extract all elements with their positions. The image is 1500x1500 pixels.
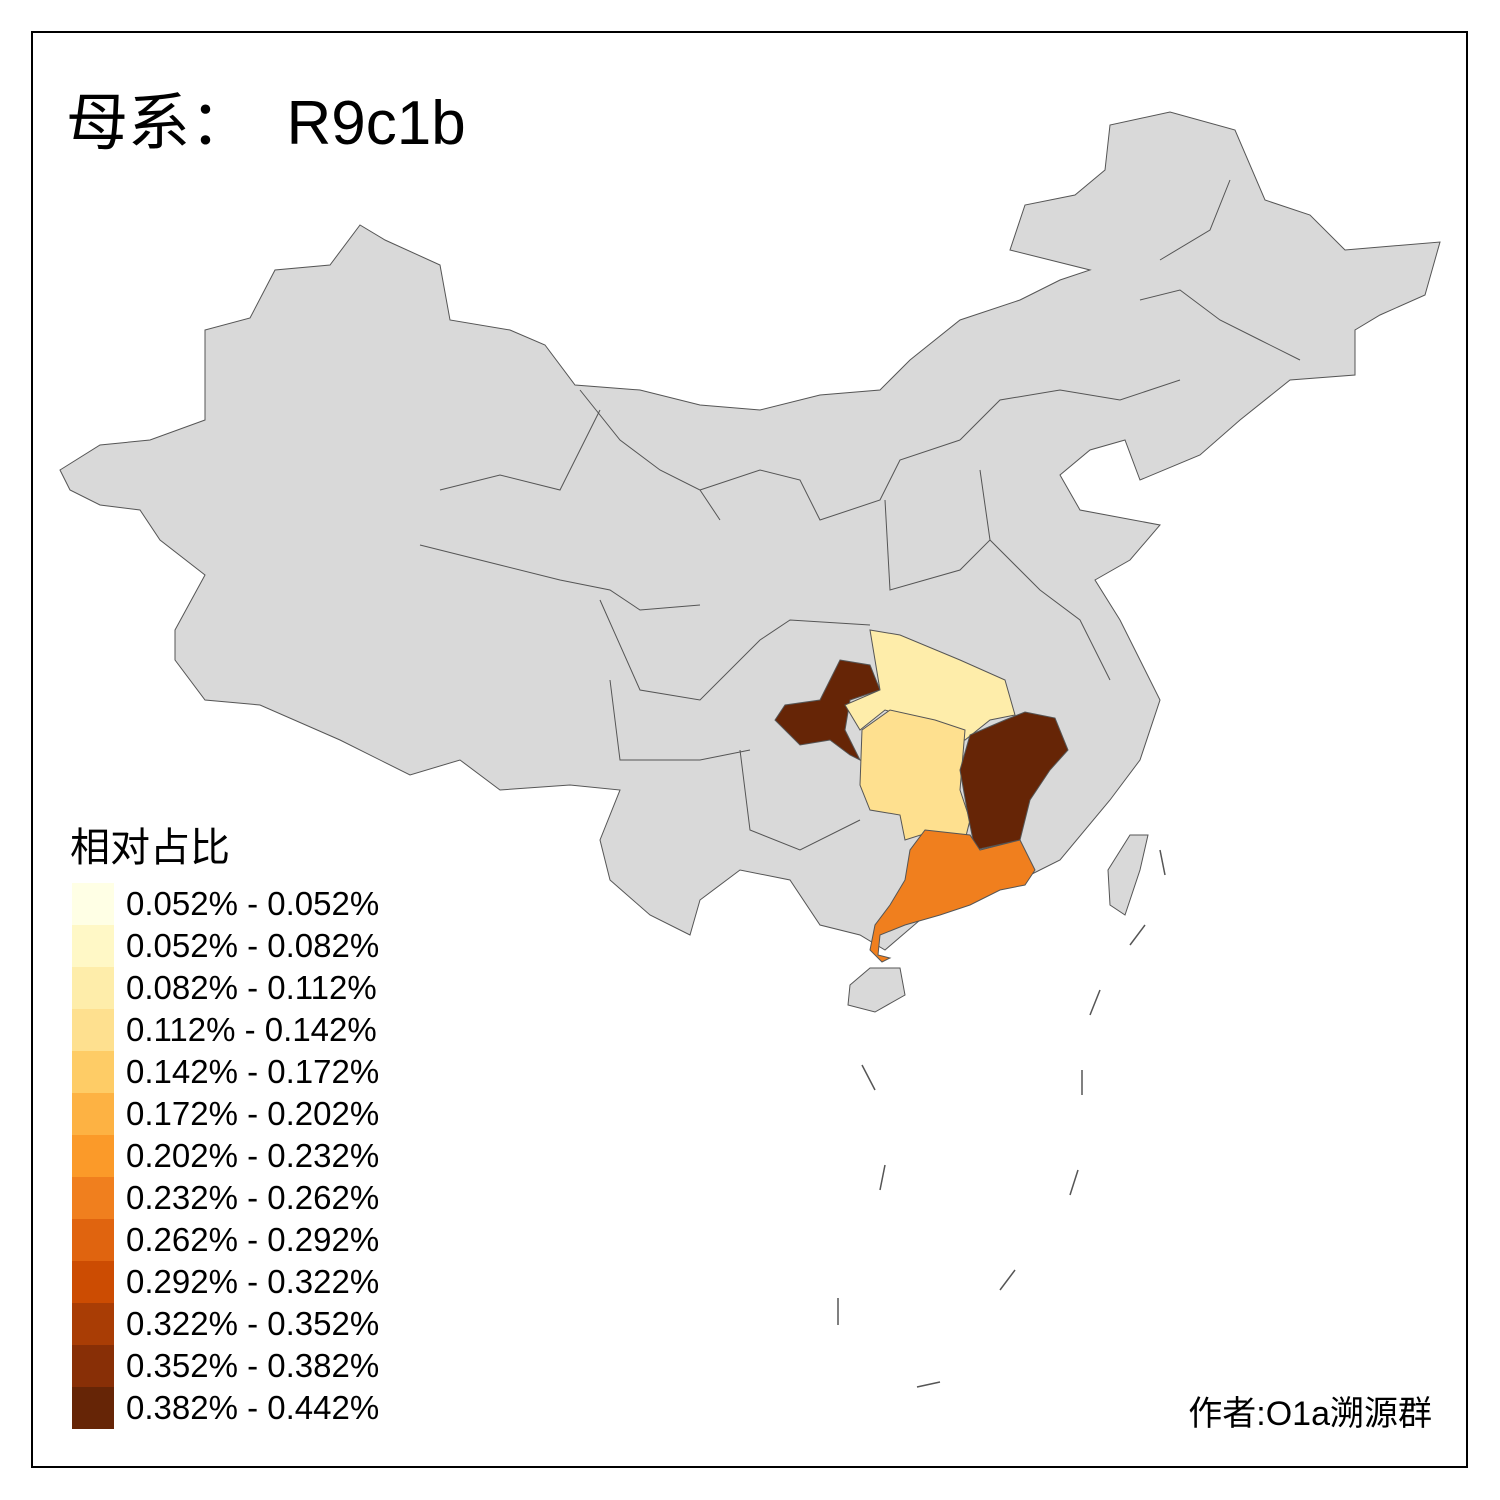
map-title: 母系： R9c1b — [66, 89, 466, 158]
legend-label: 0.172% - 0.202% — [126, 1095, 380, 1132]
legend-item: 0.112% - 0.142% — [72, 1009, 379, 1051]
legend-label: 0.352% - 0.382% — [126, 1347, 380, 1384]
legend-item: 0.202% - 0.232% — [72, 1135, 379, 1177]
author-credit: 作者:O1a溯源群 — [1188, 1395, 1432, 1433]
legend-swatch — [72, 1219, 114, 1261]
taiwan-island — [1107, 834, 1149, 916]
hainan-island — [847, 967, 906, 1013]
legend-swatch — [72, 1177, 114, 1219]
region-hubei — [844, 629, 1016, 741]
province-borders — [419, 179, 1301, 851]
legend-item: 0.262% - 0.292% — [72, 1219, 379, 1261]
legend-swatch — [72, 1051, 114, 1093]
legend-label: 0.262% - 0.292% — [126, 1221, 380, 1258]
legend-swatch — [72, 1345, 114, 1387]
map-base — [59, 111, 1441, 1388]
plot-frame — [31, 31, 1468, 1468]
legend-label: 0.232% - 0.262% — [126, 1179, 380, 1216]
legend-label: 0.322% - 0.352% — [126, 1305, 380, 1342]
south-sea-islands — [837, 849, 1166, 1388]
highlighted-regions — [775, 629, 1069, 963]
legend-label: 0.052% - 0.082% — [126, 927, 380, 964]
legend-swatch — [72, 883, 114, 925]
legend-swatch — [72, 967, 114, 1009]
legend-label: 0.112% - 0.142% — [126, 1011, 377, 1048]
legend-item: 0.082% - 0.112% — [72, 967, 379, 1009]
legend-swatch — [72, 1387, 114, 1429]
legend-item: 0.382% - 0.442% — [72, 1387, 379, 1429]
legend-swatch — [72, 1135, 114, 1177]
legend-swatch — [72, 1009, 114, 1051]
region-guangdong — [869, 829, 1036, 963]
legend-item: 0.322% - 0.352% — [72, 1303, 379, 1345]
legend-title: 相对占比 — [70, 826, 230, 870]
legend-label: 0.082% - 0.112% — [126, 969, 377, 1006]
china-mainland — [59, 111, 1441, 951]
legend: 0.052% - 0.052% 0.052% - 0.082% 0.082% - 0… — [72, 883, 379, 1429]
legend-item: 0.232% - 0.262% — [72, 1177, 379, 1219]
legend-swatch — [72, 1093, 114, 1135]
legend-label: 0.292% - 0.322% — [126, 1263, 380, 1300]
legend-item: 0.142% - 0.172% — [72, 1051, 379, 1093]
legend-label: 0.052% - 0.052% — [126, 885, 380, 922]
legend-label: 0.202% - 0.232% — [126, 1137, 380, 1174]
legend-item: 0.352% - 0.382% — [72, 1345, 379, 1387]
legend-swatch — [72, 1261, 114, 1303]
legend-item: 0.292% - 0.322% — [72, 1261, 379, 1303]
legend-item: 0.172% - 0.202% — [72, 1093, 379, 1135]
legend-swatch — [72, 925, 114, 967]
legend-swatch — [72, 1303, 114, 1345]
legend-item: 0.052% - 0.082% — [72, 925, 379, 967]
legend-label: 0.382% - 0.442% — [126, 1389, 380, 1426]
legend-label: 0.142% - 0.172% — [126, 1053, 380, 1090]
legend-item: 0.052% - 0.052% — [72, 883, 379, 925]
region-jiangxi — [959, 711, 1069, 851]
